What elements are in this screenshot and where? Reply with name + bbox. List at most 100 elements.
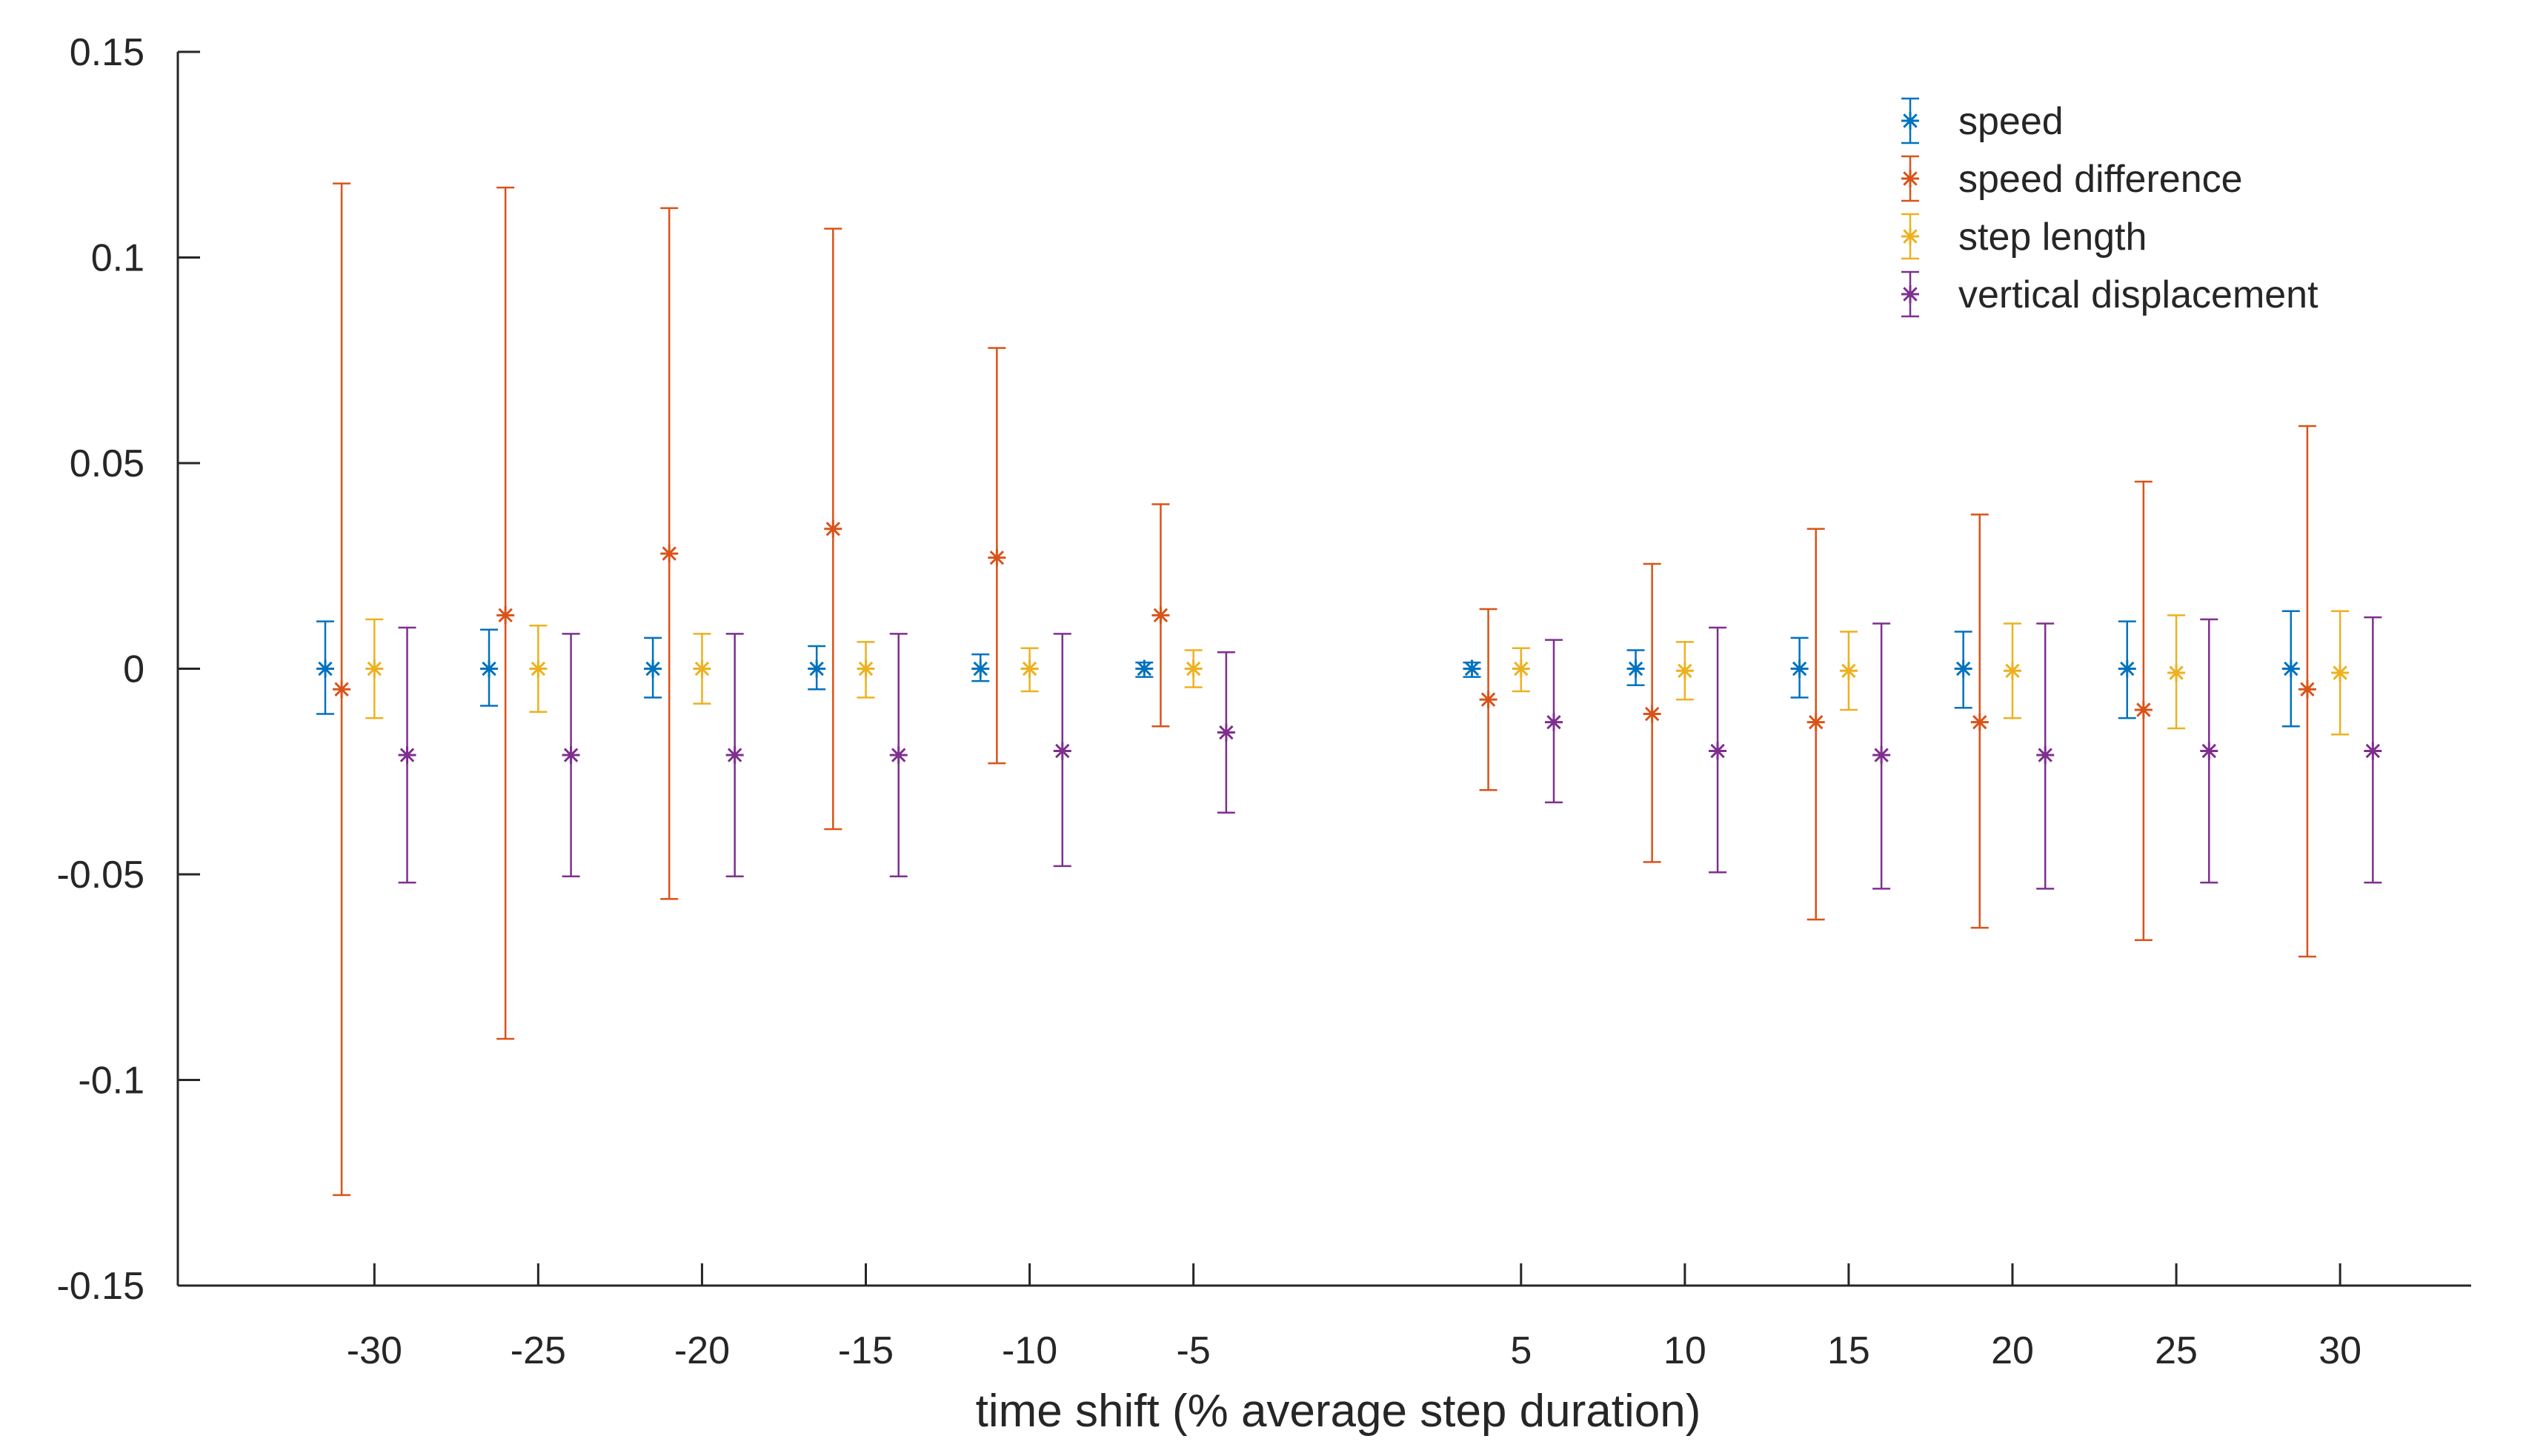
marker (2118, 659, 2136, 678)
data-point (725, 633, 744, 878)
marker (316, 659, 334, 678)
data-point (1184, 649, 1203, 688)
marker (1970, 713, 1989, 731)
legend-label: speed (1958, 100, 2064, 143)
data-point (2118, 620, 2136, 719)
data-point (971, 653, 990, 682)
marker (1020, 659, 1039, 678)
data-point (480, 628, 499, 707)
marker (988, 548, 1006, 567)
x-tick-label: 15 (1827, 1329, 1870, 1372)
marker (1626, 659, 1645, 678)
series-vertical-displacement (398, 616, 2382, 890)
data-point (2004, 622, 2021, 719)
marker (2200, 742, 2218, 760)
data-point (2167, 614, 2186, 730)
x-tick-label: -5 (1177, 1329, 1211, 1372)
marker (1675, 662, 1694, 680)
y-tick-label: -0.15 (56, 1265, 144, 1308)
marker (2036, 746, 2055, 765)
marker (1463, 659, 1481, 678)
data-point (1217, 651, 1235, 814)
legend-marker (1901, 112, 1919, 130)
x-tick-label: -25 (511, 1329, 566, 1372)
data-point (2281, 610, 2300, 728)
marker (889, 746, 908, 765)
series-speed (316, 610, 2300, 728)
data-point (2298, 425, 2316, 958)
marker (857, 659, 875, 678)
marker (1709, 742, 1727, 760)
marker (2364, 742, 2382, 760)
marker (808, 659, 826, 678)
y-tick-label: 0.05 (70, 442, 144, 485)
marker (1872, 746, 1891, 765)
x-tick-label: -15 (838, 1329, 894, 1372)
y-tick-label: 0.1 (91, 237, 144, 280)
marker (824, 519, 842, 538)
x-axis-ticks: -30 -25 -20 -15 -10 -5 5 10 15 20 25 30 (347, 1263, 2361, 1372)
series-layer (316, 182, 2382, 1197)
marker (1217, 723, 1235, 742)
data-point (398, 626, 416, 884)
data-point (1970, 513, 1989, 929)
marker (2281, 659, 2300, 678)
legend-label: speed difference (1958, 158, 2243, 201)
legend: speed speed difference step length vertical… (1901, 97, 2318, 318)
data-point (808, 645, 826, 691)
marker (1806, 713, 1825, 731)
marker (1643, 705, 1661, 723)
data-point (365, 618, 384, 719)
data-point (1954, 631, 1972, 709)
x-axis-title: time shift (% average step duration) (976, 1386, 1701, 1437)
marker (529, 659, 548, 678)
marker (1135, 659, 1154, 678)
legend-label: step length (1958, 216, 2147, 259)
data-point (562, 633, 580, 878)
marker (1954, 659, 1972, 678)
data-point (1626, 649, 1645, 686)
data-point (1053, 633, 1071, 868)
marker (398, 746, 416, 765)
marker (480, 659, 499, 678)
data-point (857, 641, 875, 699)
marker (2298, 680, 2316, 699)
x-tick-label: 30 (2318, 1329, 2361, 1372)
data-point (1709, 626, 1727, 874)
y-tick-label: -0.1 (78, 1060, 144, 1103)
marker (2004, 662, 2021, 680)
data-point (2036, 622, 2055, 890)
data-point (889, 633, 908, 878)
data-point (1643, 562, 1661, 863)
data-point (333, 182, 351, 1197)
data-point (1512, 647, 1530, 693)
data-point (2134, 480, 2153, 942)
data-point (496, 186, 515, 1040)
marker (1151, 606, 1170, 625)
marker (1839, 662, 1858, 680)
marker (333, 680, 351, 699)
x-tick-label: 20 (1991, 1329, 2034, 1372)
marker (1184, 659, 1203, 678)
legend-marker (1901, 285, 1919, 303)
legend-label: vertical displacement (1958, 273, 2318, 316)
data-point (316, 620, 334, 715)
x-tick-label: -10 (1002, 1329, 1057, 1372)
data-point (1806, 528, 1825, 921)
marker (562, 746, 580, 765)
y-axis-ticks: -0.15 -0.1 -0.05 0 0.05 0.1 0.15 (56, 31, 200, 1308)
data-point (529, 624, 548, 714)
x-tick-label: 5 (1510, 1329, 1532, 1372)
data-point (1675, 641, 1694, 701)
data-point (1151, 503, 1170, 728)
data-point (1839, 631, 1858, 711)
data-point (660, 207, 679, 900)
legend-entry: vertical displacement (1901, 270, 2318, 318)
marker (660, 545, 679, 563)
data-point (1463, 659, 1481, 678)
marker (2167, 664, 2186, 682)
data-point (1545, 639, 1563, 804)
legend-marker (1901, 227, 1919, 245)
x-tick-label: -20 (674, 1329, 730, 1372)
